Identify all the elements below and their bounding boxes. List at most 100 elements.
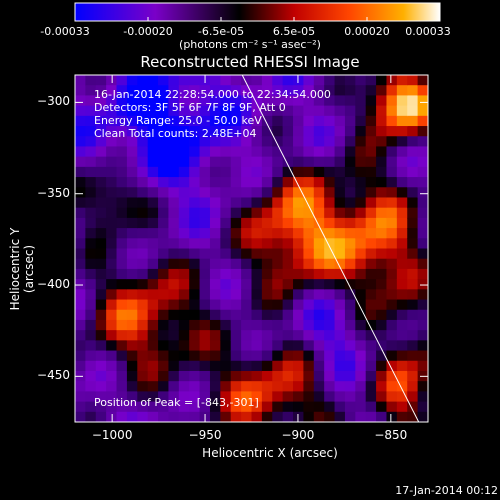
heatmap-cell [158, 350, 170, 362]
heatmap-cell [95, 401, 107, 413]
heatmap-cell [147, 350, 159, 362]
heatmap-cell [417, 115, 428, 127]
heatmap-cell [126, 391, 138, 403]
heatmap-cell [158, 146, 170, 158]
heatmap-cell [126, 146, 138, 158]
heatmap-cell [126, 330, 138, 341]
heatmap-cell [220, 115, 232, 127]
heatmap-cell [75, 228, 86, 239]
heatmap-cell [261, 360, 273, 372]
heatmap-cell [251, 381, 263, 392]
heatmap-cell [220, 136, 232, 148]
heatmap-cell [344, 401, 356, 413]
heatmap-cell [137, 85, 149, 97]
heatmap-cell [376, 299, 388, 311]
heatmap-cell [189, 105, 201, 117]
heatmap-cell [189, 330, 201, 341]
heatmap-cell [365, 289, 377, 301]
heatmap-cell [334, 95, 346, 107]
heatmap-cell [303, 207, 315, 219]
heatmap-cell [126, 126, 138, 137]
heatmap-cell [137, 166, 149, 178]
heatmap-cell [293, 207, 305, 219]
heatmap-cell [178, 207, 190, 219]
heatmap-cell [126, 105, 138, 117]
heatmap-cell [396, 391, 408, 403]
heatmap-cell [147, 95, 159, 107]
heatmap-cell [365, 340, 377, 352]
heatmap-cell [178, 340, 190, 352]
heatmap-cell [386, 166, 398, 178]
heatmap-cell [282, 105, 294, 117]
heatmap-cell [158, 381, 170, 392]
heatmap-cell [106, 177, 118, 188]
heatmap-cell [272, 268, 284, 280]
heatmap-cell [147, 146, 159, 158]
heatmap-cell [272, 187, 284, 199]
heatmap-cell [334, 411, 346, 422]
heatmap-cell [396, 258, 408, 270]
heatmap-cell [344, 95, 356, 107]
heatmap-cell [293, 228, 305, 239]
heatmap-cell [241, 126, 253, 137]
heatmap-cell [282, 319, 294, 331]
heatmap-cell [106, 381, 118, 392]
heatmap-cell [303, 197, 315, 209]
heatmap-cell [230, 309, 242, 321]
heatmap-cell [178, 350, 190, 362]
heatmap-cell [365, 401, 377, 413]
heatmap-cell [407, 126, 419, 137]
heatmap-cell [199, 166, 211, 178]
heatmap-cell [168, 370, 180, 382]
heatmap-cell [376, 75, 388, 86]
heatmap-cell [313, 105, 325, 117]
heatmap-cell [407, 166, 419, 178]
heatmap-cell [189, 228, 201, 239]
heatmap-cell [396, 105, 408, 117]
heatmap-cell [251, 401, 263, 413]
heatmap-cell [209, 370, 221, 382]
heatmap-cell [106, 268, 118, 280]
heatmap-cell [137, 330, 149, 341]
colorbar-tick-label: -6.5e-05 [197, 25, 245, 38]
heatmap-cell [230, 75, 242, 86]
heatmap-cell [293, 166, 305, 178]
heatmap-cell [303, 187, 315, 199]
heatmap-cell [313, 391, 325, 403]
heatmap-cell [334, 207, 346, 219]
heatmap-cell [241, 279, 253, 290]
heatmap-cell [220, 75, 232, 86]
heatmap-cell [85, 217, 97, 229]
heatmap-cell [137, 319, 149, 331]
heatmap-cell [126, 115, 138, 127]
heatmap-cell [158, 207, 170, 219]
heatmap-cell [313, 370, 325, 382]
heatmap-cell [116, 289, 128, 301]
heatmap-cell [168, 75, 180, 86]
heatmap-cell [106, 360, 118, 372]
heatmap-cell [75, 401, 86, 413]
heatmap-cell [137, 217, 149, 229]
heatmap-cell [334, 177, 346, 188]
heatmap-cell [407, 299, 419, 311]
heatmap-cell [209, 299, 221, 311]
heatmap-cell [344, 156, 356, 168]
heatmap-cell [324, 75, 336, 86]
heatmap-cell [178, 228, 190, 239]
heatmap-cell [116, 391, 128, 403]
heatmap-cell [344, 105, 356, 117]
heatmap-cell [396, 248, 408, 260]
heatmap-cell [293, 340, 305, 352]
heatmap-cell [189, 146, 201, 158]
heatmap-cell [168, 411, 180, 422]
heatmap-cell [407, 350, 419, 362]
heatmap-cell [137, 187, 149, 199]
heatmap-cell [386, 75, 398, 86]
heatmap-cell [293, 370, 305, 382]
heatmap-cell [365, 411, 377, 422]
heatmap-cell [355, 309, 367, 321]
heatmap-cell [261, 238, 273, 250]
heatmap-cell [282, 279, 294, 290]
heatmap-cell [261, 248, 273, 260]
heatmap-cell [199, 95, 211, 107]
